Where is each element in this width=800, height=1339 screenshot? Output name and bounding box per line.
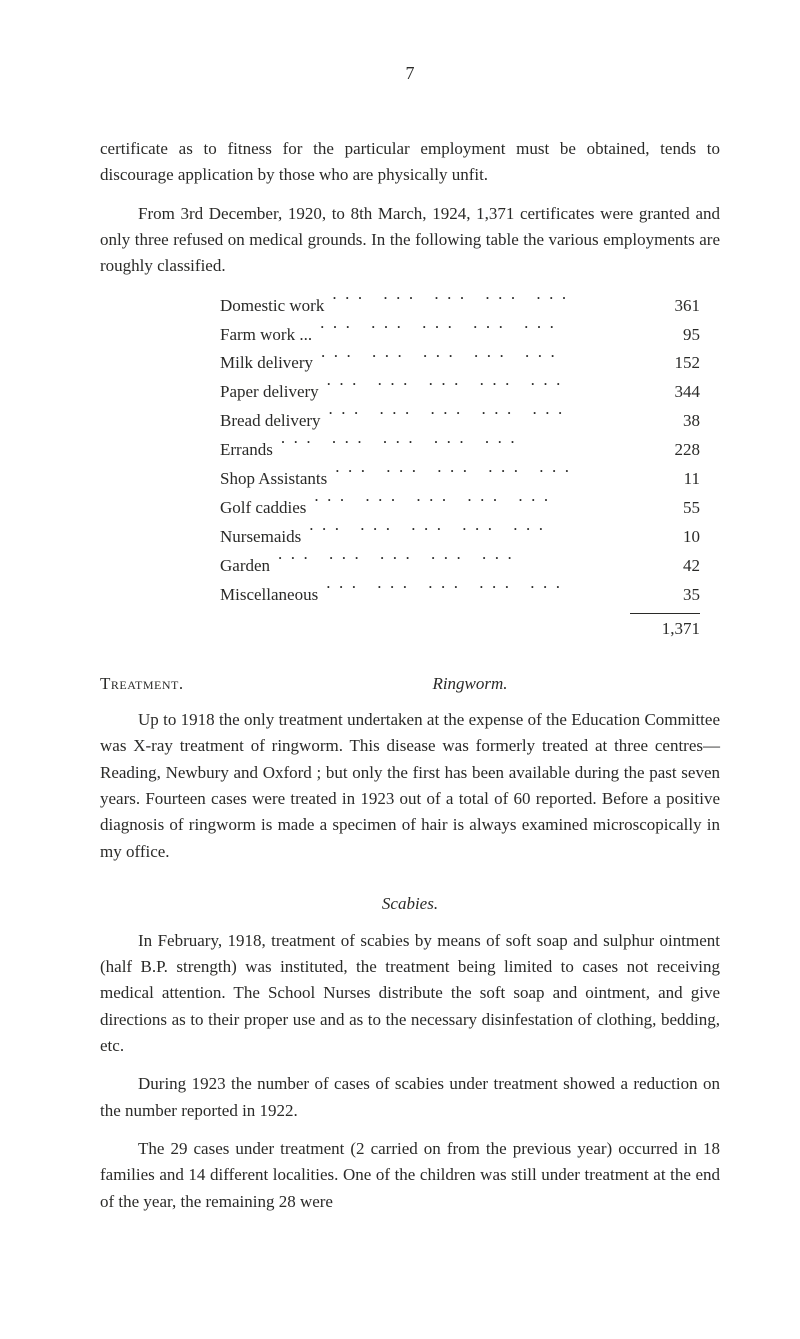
table-row: Golf caddies 55 [220, 494, 700, 523]
row-label: Miscellaneous [220, 581, 318, 610]
leader-dots [327, 380, 622, 397]
row-label: Shop Assistants [220, 465, 327, 494]
leader-dots [326, 583, 622, 600]
row-value: 11 [630, 465, 700, 494]
leader-dots [278, 554, 622, 571]
section-title-scabies: Scabies. [100, 891, 720, 917]
table-row: Paper delivery 344 [220, 378, 700, 407]
leader-dots [309, 525, 622, 542]
section-label-treatment: Treatment. [100, 671, 340, 697]
table-row: Farm work ... 95 [220, 321, 700, 350]
row-value: 95 [630, 321, 700, 350]
table-total-value: 1,371 [630, 616, 700, 642]
leader-dots [320, 323, 622, 340]
table-total-row: 1,371 [220, 616, 700, 642]
table-row: Nursemaids 10 [220, 523, 700, 552]
paragraph-certificate: certificate as to fitness for the partic… [100, 136, 720, 189]
table-row: Errands 228 [220, 436, 700, 465]
table-row: Miscellaneous 35 [220, 581, 700, 610]
leader-dots [335, 467, 622, 484]
leader-dots [332, 294, 622, 311]
table-row: Shop Assistants 11 [220, 465, 700, 494]
row-value: 10 [630, 523, 700, 552]
row-value: 35 [630, 581, 700, 610]
table-row: Garden 42 [220, 552, 700, 581]
row-value: 228 [630, 436, 700, 465]
row-value: 42 [630, 552, 700, 581]
leader-dots [314, 496, 622, 513]
row-label: Milk delivery [220, 349, 313, 378]
row-value: 38 [630, 407, 700, 436]
leader-dots [329, 409, 622, 426]
row-label: Farm work ... [220, 321, 312, 350]
employment-table: Domestic work 361 Farm work ... 95 Milk … [220, 292, 700, 643]
page-number: 7 [100, 60, 720, 88]
row-value: 55 [630, 494, 700, 523]
paragraph-scabies-1: In February, 1918, treatment of scabies … [100, 928, 720, 1060]
row-label: Bread delivery [220, 407, 321, 436]
total-rule [630, 613, 700, 614]
table-row: Bread delivery 38 [220, 407, 700, 436]
table-row: Domestic work 361 [220, 292, 700, 321]
table-row: Milk delivery 152 [220, 349, 700, 378]
section-title-ringworm: Ringworm. [340, 671, 600, 697]
paragraph-scabies-2: During 1923 the number of cases of scabi… [100, 1071, 720, 1124]
leader-dots [321, 351, 622, 368]
paragraph-scabies-3: The 29 cases under treatment (2 carried … [100, 1136, 720, 1215]
section-heading-treatment: Treatment. Ringworm. [100, 671, 720, 697]
row-label: Garden [220, 552, 270, 581]
row-label: Domestic work [220, 292, 324, 321]
row-value: 152 [630, 349, 700, 378]
row-label: Paper delivery [220, 378, 319, 407]
row-value: 361 [630, 292, 700, 321]
row-label: Errands [220, 436, 273, 465]
row-label: Nursemaids [220, 523, 301, 552]
leader-dots [281, 438, 622, 455]
row-value: 344 [630, 378, 700, 407]
paragraph-certificates-granted: From 3rd December, 1920, to 8th March, 1… [100, 201, 720, 280]
paragraph-ringworm: Up to 1918 the only treatment undertaken… [100, 707, 720, 865]
row-label: Golf caddies [220, 494, 306, 523]
